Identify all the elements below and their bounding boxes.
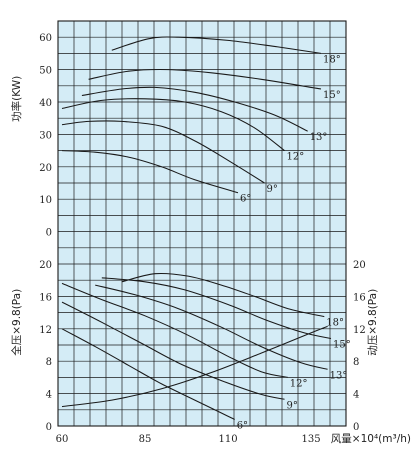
power-curve-12deg-label: 12° <box>287 152 305 163</box>
power-y-tick: 50 <box>39 66 52 77</box>
chart-grid <box>57 20 347 427</box>
power-curve-12deg <box>61 98 285 152</box>
x-tick: 85 <box>139 434 152 445</box>
power-y-tick: 40 <box>39 98 52 109</box>
pressure-y-tick: 4 <box>46 390 52 401</box>
x-tick: 60 <box>56 434 69 445</box>
pressure-curve-12deg <box>61 282 288 378</box>
pressure-y-tick: 16 <box>39 292 52 303</box>
power-curve-18deg <box>111 36 322 54</box>
pressure-curve-9deg-label: 9° <box>287 400 298 411</box>
power-axis-title: 功率(KW) <box>10 76 23 122</box>
power-curve-6deg <box>61 150 239 194</box>
power-y-tick: 0 <box>46 228 52 239</box>
power-curve-13deg <box>81 86 308 132</box>
pressure-curve-9deg <box>61 301 285 400</box>
dynamic-pressure-y-tick: 20 <box>353 260 366 271</box>
pressure-curve-13deg-label: 13° <box>330 370 348 381</box>
power-curve-15deg-label: 15° <box>323 90 341 101</box>
pressure-y-tick: 20 <box>39 260 52 271</box>
power-curve-6deg-label: 6° <box>240 194 251 205</box>
pressure-curve-18deg-label: 18° <box>326 318 344 329</box>
power-y-tick: 20 <box>39 163 52 174</box>
power-curve-18deg-label: 18° <box>323 54 341 65</box>
pressure-curve-18deg <box>121 272 325 318</box>
dynamic-pressure-y-tick: 12 <box>353 325 366 336</box>
power-curve-9deg <box>61 120 265 184</box>
power-y-tick: 10 <box>39 195 52 206</box>
x-tick: 110 <box>218 434 237 445</box>
grid-border <box>57 20 347 427</box>
x-tick: 135 <box>301 434 320 445</box>
pressure-dynamic-pressure-curve <box>61 325 328 408</box>
dynamic-pressure-y-tick: 8 <box>353 357 359 368</box>
pressure-y-tick: 8 <box>46 357 52 368</box>
power-curve-13deg-label: 13° <box>310 132 328 143</box>
dynamic-pressure-axis-title: 动压×9.8(Pa) <box>367 289 379 356</box>
power-y-tick: 30 <box>39 130 52 141</box>
pressure-curve-15deg <box>101 277 332 340</box>
pressure-curve-13deg <box>95 284 328 370</box>
power-curve-15deg <box>88 68 322 90</box>
chart-labels: 18° 15° 13° 12° 9° 6° 18° 15° 13° 12° 9° 6° 0 10 20 30 4… <box>10 33 411 445</box>
total-pressure-axis-title: 全压×9.8(Pa) <box>10 289 23 356</box>
dynamic-pressure-y-tick: 0 <box>353 422 359 433</box>
dynamic-pressure-y-tick: 4 <box>353 390 359 401</box>
dynamic-pressure-y-tick: 16 <box>353 292 366 303</box>
power-y-tick: 60 <box>39 33 52 44</box>
pressure-y-tick: 12 <box>39 325 52 336</box>
pressure-curve-12deg-label: 12° <box>290 378 308 389</box>
power-curve-9deg-label: 9° <box>267 184 278 195</box>
pressure-curve-6deg <box>61 328 235 420</box>
pressure-curve-6deg-label: 6° <box>237 421 248 432</box>
chart-curves <box>61 36 332 420</box>
pressure-y-tick: 0 <box>46 422 52 433</box>
pressure-curve-15deg-label: 15° <box>333 340 351 351</box>
x-axis-title: 风量×10⁴(m³/h) <box>331 433 411 445</box>
